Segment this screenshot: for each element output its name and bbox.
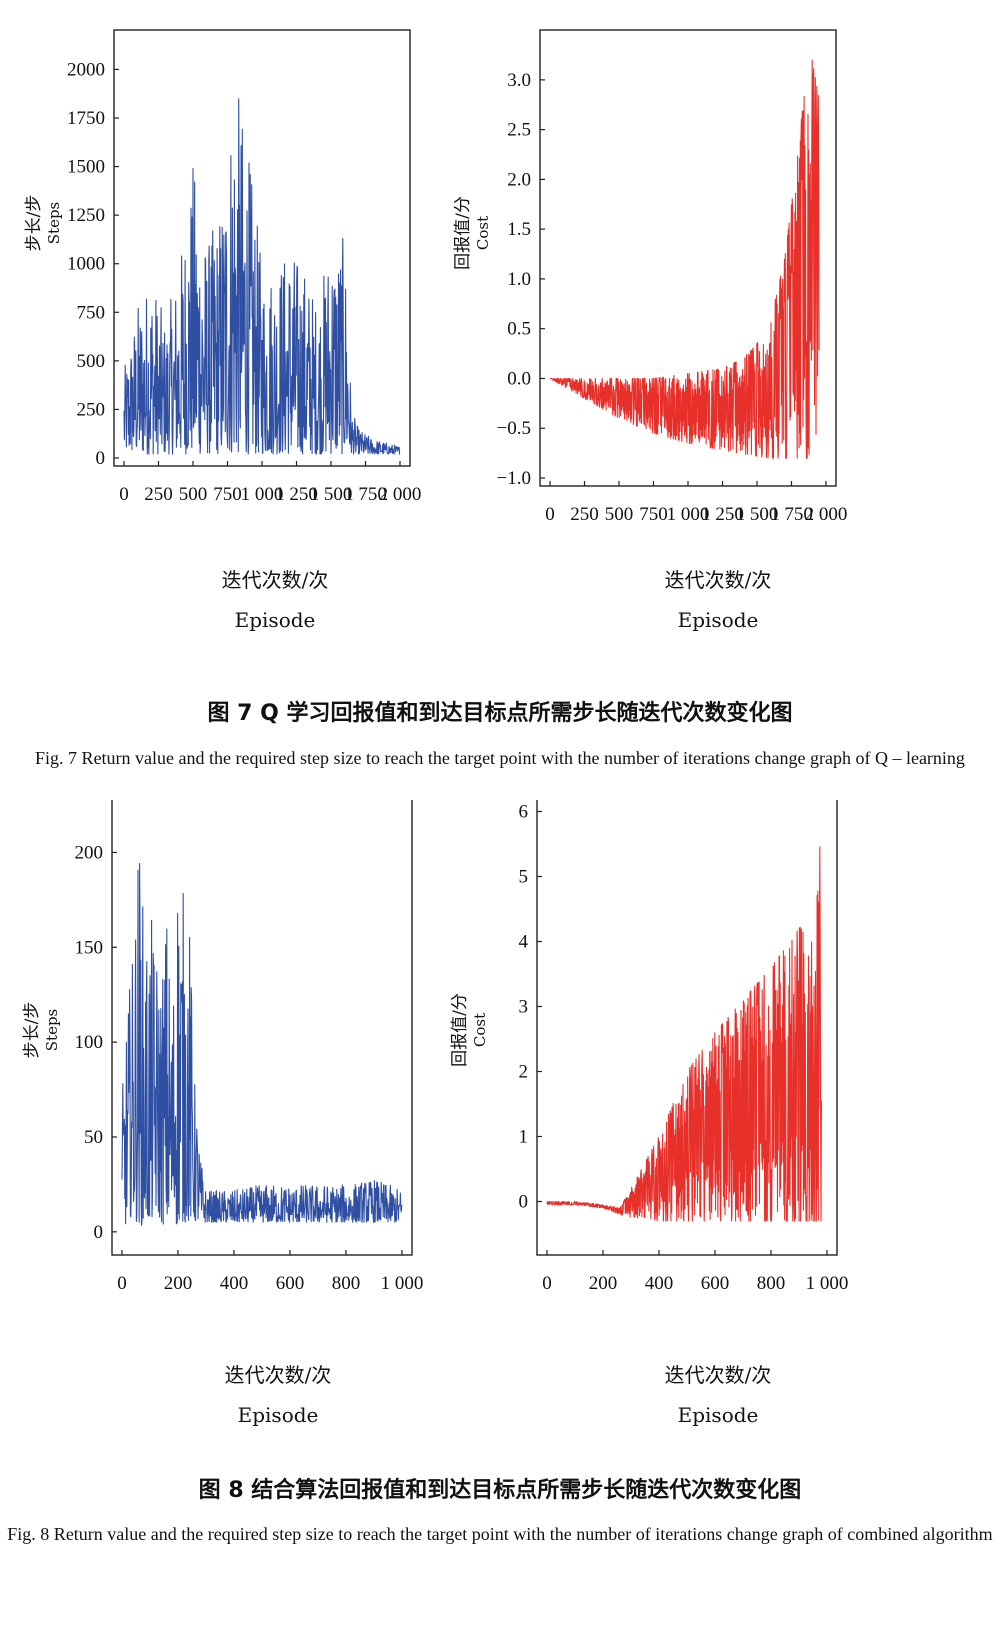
chart-7b-ytick-label: 1.5	[507, 219, 531, 240]
chart-7b-ytick-label: 2.0	[507, 169, 531, 190]
chart-8a-ytick-label: 150	[75, 937, 104, 958]
chart-8b-ytick-label: 2	[519, 1062, 529, 1083]
chart-7a-ylabel-en: Steps	[45, 202, 63, 244]
chart-7b-ytick-label: −0.5	[497, 418, 531, 439]
chart-8b-xtick-label: 0	[542, 1273, 552, 1294]
chart-8a-ytick-label: 0	[94, 1222, 104, 1243]
chart-7a-ytick-label: 750	[77, 302, 106, 323]
figure-8: 0 50 100 150 200 0 200 400 600 800 1 000 步长/步 Steps …	[0, 800, 1000, 1544]
figure-7-caption-en: Fig. 7 Return value and the required ste…	[35, 748, 965, 768]
chart-8a-xlabel-en: Episode	[237, 1403, 319, 1427]
chart-7a-xtick-label: 0	[119, 484, 129, 505]
chart-8b-ylabel-en: Cost	[471, 1013, 489, 1047]
chart-7b-ytick-label: 1.0	[507, 269, 531, 290]
chart-8a-xtick-label: 400	[220, 1273, 249, 1294]
figure-7-caption-zh: 图 7 Q 学习回报值和到达目标点所需步长随迭代次数变化图	[207, 701, 793, 726]
chart-8b-ytick-label: 1	[519, 1127, 529, 1148]
chart-7a-ytick-label: 2000	[67, 59, 105, 80]
chart-7b-xtick-label: 750	[639, 504, 668, 520]
chart-8b-xtick-label: 800	[757, 1273, 786, 1294]
chart-8b-xtick-label: 600	[701, 1273, 730, 1294]
chart-7b: −1.0−0.50.00.51.01.52.02.53.00 250 500 7501…	[453, 29, 848, 520]
chart-8b: 0 1 2 3 4 5 6 0 200 400 600 800 1 000 回报值/分 Cost	[450, 800, 848, 1294]
chart-8a-frame	[111, 800, 413, 1256]
chart-7a-ylabel-zh: 步长/步	[24, 195, 44, 252]
chart-8a: 0 50 100 150 200 0 200 400 600 800 1 000 步长/步 Steps	[22, 800, 423, 1294]
chart-7a-xtick-label: 500	[179, 484, 208, 505]
chart-8b-xlabel-zh: 迭代次数/次	[664, 1363, 772, 1387]
chart-7a-xtick-label: 1 000	[241, 484, 284, 505]
chart-8b-series-line	[546, 846, 822, 1222]
chart-8a-xtick-label: 1 000	[381, 1273, 424, 1294]
chart-7b-xtick-label: 1 250	[701, 504, 744, 520]
chart-7a-xtick-label: 2 000	[379, 484, 422, 505]
chart-7b-ytick-label: 2.5	[507, 120, 531, 141]
figure-8-caption-en: Fig. 8 Return value and the required ste…	[7, 1524, 993, 1544]
chart-8b-xtick-label: 1 000	[806, 1273, 849, 1294]
chart-8a-ytick-label: 200	[75, 842, 104, 863]
chart-7a-ytick-label: 1750	[67, 108, 105, 129]
chart-8b-ytick-label: 0	[519, 1192, 529, 1213]
chart-8b-xlabel-en: Episode	[677, 1403, 759, 1427]
chart-7b-ytick-label: 0.0	[507, 368, 531, 389]
chart-7b-xtick-label: 1 000	[667, 504, 710, 520]
chart-7a-ytick-label: 1500	[67, 157, 105, 178]
chart-7b-xtick-label: 1 750	[770, 504, 813, 520]
chart-7a-xtick-label: 250	[144, 484, 173, 505]
chart-8b-ytick-label: 4	[519, 932, 529, 953]
chart-8a-xlabel: 迭代次数/次 Episode	[158, 1355, 398, 1435]
chart-7a-xtick-label: 1 750	[344, 484, 387, 505]
chart-7b-xlabel-en: Episode	[677, 608, 759, 632]
chart-7b-series-line	[549, 59, 820, 459]
chart-8b-frame	[536, 800, 838, 1256]
chart-8a-xtick-label: 0	[117, 1273, 127, 1294]
chart-7b-xtick-label: 250	[570, 504, 599, 520]
chart-7a-xlabel: 迭代次数/次 Episode	[155, 560, 395, 640]
chart-7b-ytick-label: 0.5	[507, 319, 531, 340]
chart-7b-ytick-label: −1.0	[497, 468, 531, 489]
chart-7b-ylabel-en: Cost	[474, 216, 492, 250]
chart-7a-xlabel-zh: 迭代次数/次	[221, 568, 329, 592]
chart-7a-xlabel-en: Episode	[234, 608, 316, 632]
chart-8b-ytick-label: 6	[519, 802, 529, 823]
chart-8a-xtick-label: 200	[164, 1273, 193, 1294]
chart-7a-ytick-label: 250	[77, 399, 106, 420]
figure-7: 0 250 500 750 1000 1250 1500 1750 2000 0 250 500 750…	[0, 0, 1000, 768]
chart-7a-ytick-label: 1000	[67, 254, 105, 275]
chart-8b-ytick-label: 5	[519, 867, 529, 888]
chart-8a-xtick-label: 600	[276, 1273, 305, 1294]
chart-8a-series-line	[121, 862, 403, 1226]
chart-7a-ytick-label: 0	[96, 448, 106, 469]
chart-7b-xtick-label: 500	[605, 504, 634, 520]
chart-7b-xtick-label: 2 000	[805, 504, 848, 520]
chart-8a-xtick-label: 800	[332, 1273, 361, 1294]
chart-7b-ylabel-zh: 回报值/分	[453, 196, 473, 270]
chart-7a-ytick-label: 1250	[67, 205, 105, 226]
figure-8-caption-zh: 图 8 结合算法回报值和到达目标点所需步长随迭代次数变化图	[198, 1478, 802, 1503]
chart-7b-xlabel: 迭代次数/次 Episode	[598, 560, 838, 640]
chart-7a-ytick-label: 500	[77, 351, 106, 372]
chart-8a-ylabel-en: Steps	[43, 1009, 61, 1051]
chart-7a-xtick-label: 1 250	[275, 484, 318, 505]
chart-7b-xtick-label: 0	[545, 504, 555, 520]
chart-7b-xlabel-zh: 迭代次数/次	[664, 568, 772, 592]
chart-7a-xtick-label: 750	[213, 484, 242, 505]
chart-8b-xtick-label: 400	[645, 1273, 674, 1294]
chart-7a-xtick-label: 1 500	[310, 484, 353, 505]
chart-8b-xlabel: 迭代次数/次 Episode	[598, 1355, 838, 1435]
chart-8a-ytick-label: 100	[75, 1032, 104, 1053]
chart-8b-ylabel-zh: 回报值/分	[450, 993, 470, 1067]
chart-8a-ytick-label: 50	[84, 1127, 103, 1148]
chart-8b-xtick-label: 200	[589, 1273, 618, 1294]
chart-7b-xtick-label: 1 500	[736, 504, 779, 520]
chart-8a-xlabel-zh: 迭代次数/次	[224, 1363, 332, 1387]
chart-8b-ytick-label: 3	[519, 997, 529, 1018]
chart-7a-series-line	[123, 98, 401, 455]
chart-8a-ylabel-zh: 步长/步	[22, 1002, 42, 1059]
chart-7b-ytick-label: 3.0	[507, 70, 531, 91]
